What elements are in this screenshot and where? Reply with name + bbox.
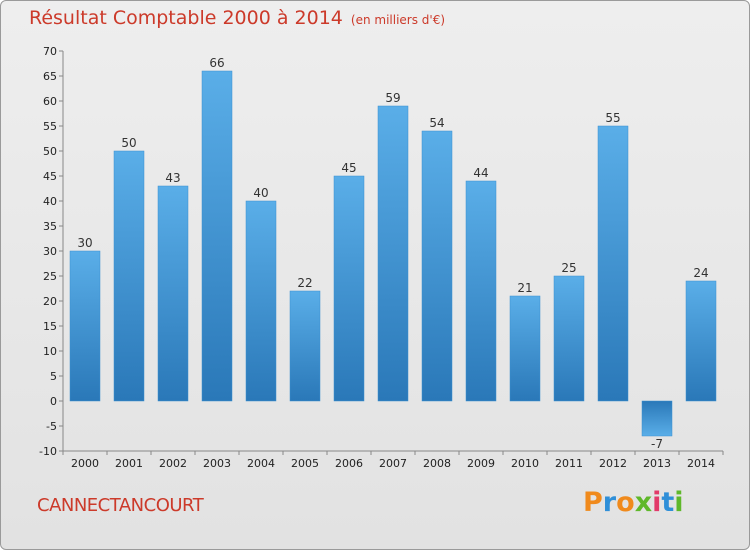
- y-tick-label: 20: [43, 295, 57, 308]
- x-tick-label-2014: 2014: [687, 457, 715, 470]
- logo-letter: r: [602, 487, 617, 518]
- x-tick-label-2000: 2000: [71, 457, 99, 470]
- data-label-2001: 50: [121, 136, 136, 150]
- y-tick-label: 30: [43, 245, 57, 258]
- x-tick-label-2005: 2005: [291, 457, 319, 470]
- bar-2001: [113, 150, 145, 402]
- x-tick-label-2011: 2011: [555, 457, 583, 470]
- bar-2014: [685, 280, 717, 402]
- y-tick-label: -10: [39, 445, 57, 458]
- y-tick-label: 15: [43, 320, 57, 333]
- data-label-2009: 44: [473, 166, 488, 180]
- x-tick-label-2007: 2007: [379, 457, 407, 470]
- bar-2010: [509, 295, 541, 402]
- data-label-2007: 59: [385, 91, 400, 105]
- y-tick-label: 0: [50, 395, 57, 408]
- commune-name: CANNECTANCOURT: [37, 495, 204, 516]
- y-tick-label: 55: [43, 120, 57, 133]
- y-tick-label: 65: [43, 70, 57, 83]
- bar-2012: [597, 125, 629, 402]
- data-label-2004: 40: [253, 186, 268, 200]
- data-label-2013: -7: [651, 437, 663, 451]
- data-label-2000: 30: [77, 236, 92, 250]
- y-tick-label: 40: [43, 195, 57, 208]
- data-label-2012: 55: [605, 111, 620, 125]
- chart-title-text: Résultat Comptable 2000 à 2014: [29, 7, 343, 29]
- chart-subtitle: (en milliers d'€): [350, 13, 446, 27]
- bars-group: [69, 70, 717, 437]
- y-tick-label: -5: [46, 420, 57, 433]
- y-tick-label: 25: [43, 270, 57, 283]
- bar-2002: [157, 185, 189, 402]
- data-label-2005: 22: [297, 276, 312, 290]
- data-label-2014: 24: [693, 266, 708, 280]
- logo-letter: x: [634, 487, 653, 518]
- data-label-2003: 66: [209, 56, 224, 70]
- logo-letter: i: [652, 487, 662, 518]
- x-tick-label-2012: 2012: [599, 457, 627, 470]
- y-tick-label: 5: [50, 370, 57, 383]
- data-label-2011: 25: [561, 261, 576, 275]
- data-label-2008: 54: [429, 116, 444, 130]
- bar-2007: [377, 105, 409, 402]
- x-tick-label-2004: 2004: [247, 457, 275, 470]
- axes: -10 -5 0 5 10 15 20 25 30 35 40 45 50 55 60 65 70 2000 200…: [39, 45, 724, 470]
- bar-2006: [333, 175, 365, 402]
- logo-letter: o: [616, 487, 635, 518]
- logo-letter: i: [674, 487, 684, 518]
- logo-letter: P: [583, 487, 603, 518]
- x-tick-label-2009: 2009: [467, 457, 495, 470]
- proxiti-logo: Proxiti: [583, 487, 684, 518]
- bar-2005: [289, 290, 321, 402]
- bar-2004: [245, 200, 277, 402]
- y-tick-label: 10: [43, 345, 57, 358]
- x-tick-label-2010: 2010: [511, 457, 539, 470]
- y-tick-label: 45: [43, 170, 57, 183]
- bar-2011: [553, 275, 585, 402]
- x-tick-label-2008: 2008: [423, 457, 451, 470]
- chart-title: Résultat Comptable 2000 à 2014 (en millie…: [29, 7, 445, 29]
- x-tick-label-2013: 2013: [643, 457, 671, 470]
- x-tick-label-2003: 2003: [203, 457, 231, 470]
- y-tick-label: 60: [43, 95, 57, 108]
- y-tick-label: 35: [43, 220, 57, 233]
- y-tick-label: 70: [43, 45, 57, 58]
- x-tick-label-2001: 2001: [115, 457, 143, 470]
- data-label-2006: 45: [341, 161, 356, 175]
- x-tick-label-2006: 2006: [335, 457, 363, 470]
- y-tick-label: 50: [43, 145, 57, 158]
- data-label-2010: 21: [517, 281, 532, 295]
- bar-2003: [201, 70, 233, 402]
- bar-2013: [641, 400, 673, 437]
- bar-2000: [69, 250, 101, 402]
- logo-letter: t: [661, 487, 675, 518]
- data-labels-group: 30 50 43 66 40 22 45 59 54 44 21 25 55 -7 24: [77, 56, 708, 451]
- x-tick-label-2002: 2002: [159, 457, 187, 470]
- bar-2008: [421, 130, 453, 402]
- bar-2009: [465, 180, 497, 402]
- data-label-2002: 43: [165, 171, 180, 185]
